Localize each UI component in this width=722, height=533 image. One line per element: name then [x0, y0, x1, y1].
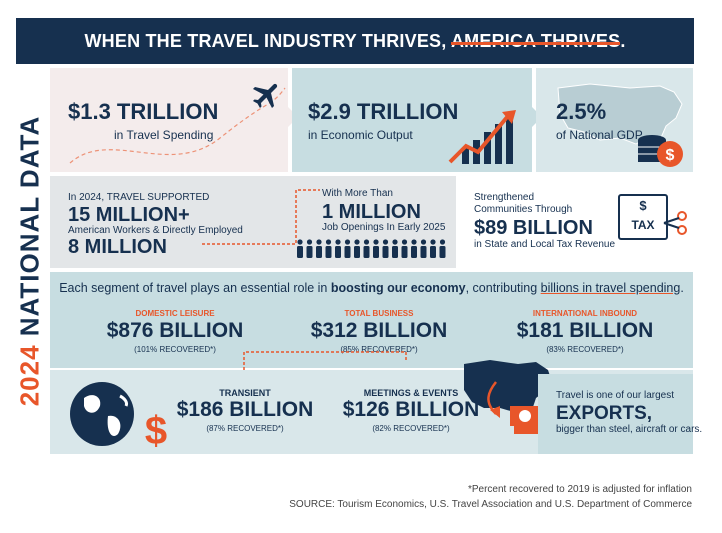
spending-panel: $1.3 TRILLION in Travel Spending	[50, 68, 288, 172]
tax-scissors-icon: $ TAX	[618, 194, 668, 240]
person-icon	[420, 239, 427, 258]
footnote: *Percent recovered to 2019 is adjusted f…	[467, 484, 692, 495]
taxes-value: $89 BILLION	[474, 217, 593, 239]
source-note: SOURCE: Tourism Economics, U.S. Travel A…	[289, 499, 692, 510]
side-title-year: 2024	[14, 344, 45, 407]
airplane-icon	[252, 83, 278, 109]
intro-underline: billions in travel spending	[540, 281, 681, 295]
segment-meetings: MEETINGS & EVENTS $126 BILLION (82% RECO…	[342, 388, 480, 433]
export-map-icon	[464, 360, 552, 434]
intro-bold: boosting our economy	[330, 281, 466, 295]
taxes-line2: Communities Through	[474, 204, 573, 215]
segment-domestic: DOMESTIC LEISURE $876 BILLION (101% RECO…	[106, 309, 244, 354]
scissors-icon	[663, 211, 687, 235]
gdp-value: 2.5%	[556, 99, 607, 124]
segment-international: INTERNATIONAL INBOUND $181 BILLION (83% …	[516, 309, 654, 354]
person-icon	[316, 239, 322, 258]
connector-line	[202, 189, 320, 245]
svg-text:$: $	[666, 147, 675, 164]
people-icon	[297, 239, 446, 258]
output-value: $2.9 TRILLION	[308, 99, 459, 124]
person-icon	[373, 239, 379, 258]
jobs-panel: In 2024, TRAVEL SUPPORTED 15 MILLION+ Am…	[50, 176, 456, 268]
taxes-label: in State and Local Tax Revenue	[474, 239, 616, 250]
jobs-intro: In 2024, TRAVEL SUPPORTED	[68, 192, 210, 203]
workers-value: 15 MILLION+	[68, 204, 190, 226]
header-banner: WHEN THE TRAVEL INDUSTRY THRIVES, AMERIC…	[16, 18, 694, 64]
tax-icon-label: TAX	[631, 218, 655, 232]
business-split-connector	[243, 351, 407, 390]
person-icon	[392, 239, 398, 258]
person-icon	[382, 239, 389, 258]
person-icon	[354, 239, 360, 258]
person-icon	[439, 239, 446, 258]
dollar-icon: $	[145, 409, 167, 452]
person-icon	[430, 239, 436, 258]
spending-label: in Travel Spending	[114, 128, 214, 142]
gdp-panel: 2.5% of National GDP $	[536, 68, 693, 172]
segment-business: TOTAL BUSINESS $312 BILLION (85% RECOVER…	[310, 309, 448, 354]
taxes-panel: Strengthened Communities Through $89 BIL…	[460, 176, 693, 268]
person-icon	[344, 239, 351, 258]
person-icon	[297, 239, 303, 258]
person-icon	[306, 239, 313, 258]
spending-value: $1.3 TRILLION	[68, 99, 219, 124]
globe-icon: $	[70, 382, 167, 452]
person-icon	[411, 239, 417, 258]
coin-stack-icon: $	[638, 135, 683, 167]
direct-value: 8 MILLION	[68, 236, 167, 258]
segments-panel: Each segment of travel plays an essentia…	[50, 272, 693, 390]
output-label: in Economic Output	[308, 128, 413, 142]
growth-chart-icon	[448, 110, 516, 164]
person-icon	[401, 239, 408, 258]
openings-intro: With More Than	[322, 188, 393, 199]
segment-transient: TRANSIENT $186 BILLION (87% RECOVERED*)	[176, 388, 314, 433]
openings-value: 1 MILLION	[322, 201, 421, 223]
openings-label: Job Openings In Early 2025	[322, 222, 446, 233]
title-accent: AMERICA THRIVES	[450, 31, 621, 51]
exports-line1: Travel is one of our largest	[556, 390, 675, 401]
gdp-label: of National GDP	[556, 128, 643, 142]
person-icon	[325, 239, 332, 258]
segments-intro: Each segment of travel plays an essentia…	[59, 281, 684, 295]
output-panel: $2.9 TRILLION in Economic Output	[292, 68, 532, 172]
side-title: 2024 NATIONAL DATA	[14, 68, 45, 454]
exports-panel: Travel is one of our largest EXPORTS, bi…	[538, 374, 702, 454]
side-title-label: NATIONAL DATA	[14, 115, 45, 345]
taxes-line1: Strengthened	[474, 192, 535, 203]
exports-line2: bigger than steel, aircraft or cars.	[556, 424, 703, 435]
workers-label: American Workers & Directly Employed	[68, 225, 243, 236]
person-icon	[363, 239, 370, 258]
title-part-1: WHEN THE TRAVEL INDUSTRY THRIVES,	[84, 31, 451, 51]
page-title: WHEN THE TRAVEL INDUSTRY THRIVES, AMERIC…	[16, 31, 694, 52]
tax-icon-dollar: $	[639, 198, 647, 213]
person-icon	[335, 239, 341, 258]
exports-value: EXPORTS,	[556, 403, 653, 424]
title-part-3: .	[620, 31, 626, 51]
